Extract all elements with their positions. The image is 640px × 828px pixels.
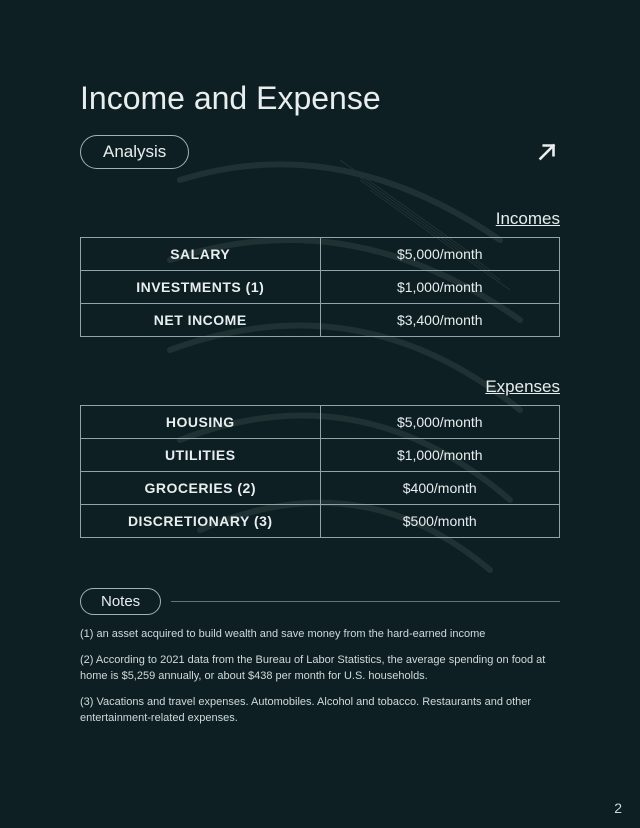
note-item: (3) Vacations and travel expenses. Autom… xyxy=(80,695,560,727)
header-row: Analysis xyxy=(80,135,560,169)
row-value: $5,000/month xyxy=(320,238,560,271)
table-row: NET INCOME$3,400/month xyxy=(81,304,560,337)
table-row: SALARY$5,000/month xyxy=(81,238,560,271)
note-item: (2) According to 2021 data from the Bure… xyxy=(80,653,560,685)
row-value: $1,000/month xyxy=(320,439,560,472)
table-row: GROCERIES (2)$400/month xyxy=(81,472,560,505)
table-row: HOUSING$5,000/month xyxy=(81,406,560,439)
page-title: Income and Expense xyxy=(80,80,560,117)
notes-section: Notes (1) an asset acquired to build wea… xyxy=(80,588,560,727)
notes-heading: Notes xyxy=(80,588,161,615)
note-item: (1) an asset acquired to build wealth an… xyxy=(80,627,560,643)
row-label: UTILITIES xyxy=(81,439,321,472)
row-label: INVESTMENTS (1) xyxy=(81,271,321,304)
row-label: DISCRETIONARY (3) xyxy=(81,505,321,538)
table-row: UTILITIES$1,000/month xyxy=(81,439,560,472)
arrow-up-right-icon xyxy=(534,139,560,165)
row-label: NET INCOME xyxy=(81,304,321,337)
table-row: INVESTMENTS (1)$1,000/month xyxy=(81,271,560,304)
row-value: $1,000/month xyxy=(320,271,560,304)
expenses-table: HOUSING$5,000/monthUTILITIES$1,000/month… xyxy=(80,405,560,538)
row-label: SALARY xyxy=(81,238,321,271)
row-value: $5,000/month xyxy=(320,406,560,439)
incomes-label: Incomes xyxy=(80,209,560,229)
notes-rule xyxy=(171,601,560,602)
analysis-pill: Analysis xyxy=(80,135,189,169)
row-value: $400/month xyxy=(320,472,560,505)
incomes-table: SALARY$5,000/monthINVESTMENTS (1)$1,000/… xyxy=(80,237,560,337)
row-value: $3,400/month xyxy=(320,304,560,337)
row-label: HOUSING xyxy=(81,406,321,439)
row-value: $500/month xyxy=(320,505,560,538)
expenses-label: Expenses xyxy=(80,377,560,397)
row-label: GROCERIES (2) xyxy=(81,472,321,505)
page-number: 2 xyxy=(614,800,622,816)
table-row: DISCRETIONARY (3)$500/month xyxy=(81,505,560,538)
